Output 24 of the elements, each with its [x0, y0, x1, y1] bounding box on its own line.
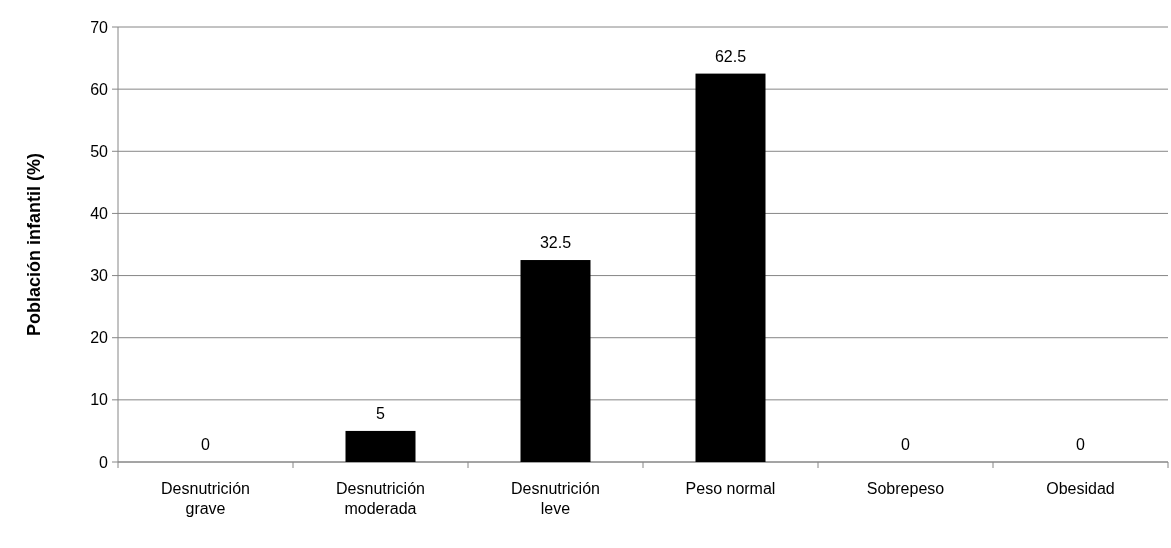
- bar: [695, 73, 766, 462]
- y-tick-label: 40: [90, 205, 109, 223]
- x-tick-label: Sobrepeso: [866, 480, 945, 497]
- y-tick-label: 60: [90, 80, 109, 98]
- bar: [345, 430, 416, 462]
- y-tick-label: 0: [99, 453, 109, 471]
- x-tick-label: Obesidad: [1046, 480, 1115, 497]
- x-tick-label: Desnutrición grave: [161, 480, 250, 517]
- bar: [520, 260, 591, 462]
- x-tick-label: Desnutrición moderada: [336, 480, 425, 517]
- x-tick-label: Peso normal: [685, 480, 776, 497]
- data-label: 0: [201, 436, 211, 453]
- data-label: 5: [376, 404, 386, 422]
- x-tick-label: Desnutrición leve: [511, 480, 600, 517]
- y-tick-label: 50: [90, 142, 109, 160]
- data-label: 62.5: [714, 47, 747, 65]
- y-tick-label: 70: [90, 18, 109, 36]
- data-label: 0: [1076, 436, 1086, 453]
- y-tick-label: 30: [90, 267, 109, 285]
- data-label: 32.5: [539, 234, 572, 252]
- y-tick-label: 20: [90, 329, 109, 347]
- y-tick-label: 10: [90, 391, 109, 409]
- y-axis-title: Población infantil (%): [24, 153, 44, 336]
- data-label: 0: [901, 436, 911, 453]
